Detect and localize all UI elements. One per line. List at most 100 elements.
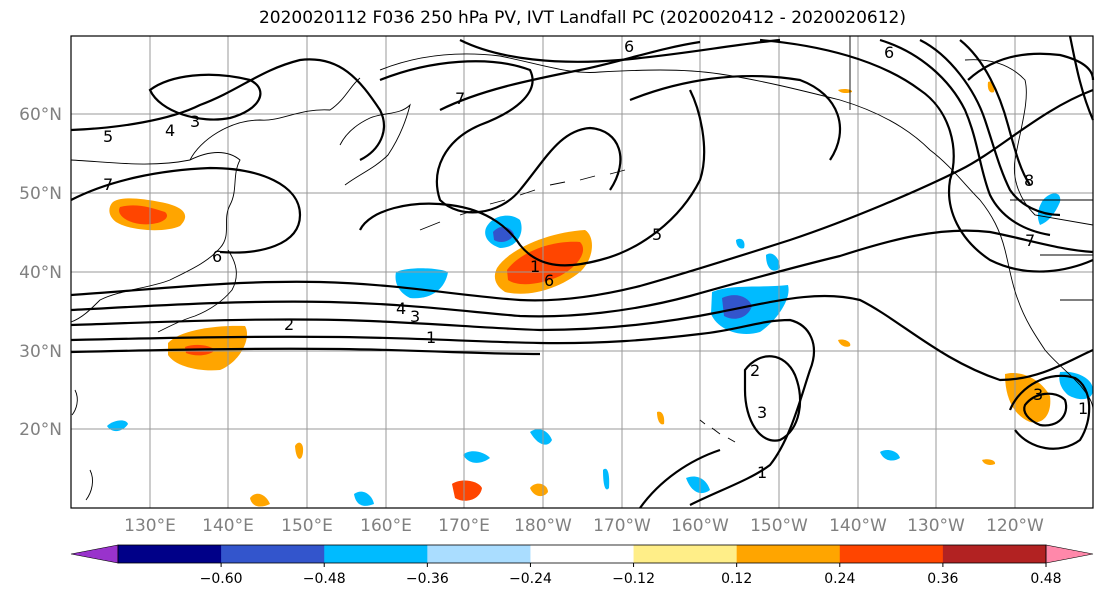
colorbar-tick-label: −0.36 <box>406 571 449 587</box>
negative-anomaly <box>354 491 374 506</box>
pv-contour <box>1023 392 1068 427</box>
longitude-labels: 130°E 140°E 150°E 160°E 170°E 180°W 170°… <box>124 516 1044 536</box>
colorbar: −0.60 −0.48 −0.36 −0.24 −0.12 0.12 0.24 0.36 0.4… <box>70 544 1094 587</box>
colorbar-tick-label: −0.60 <box>200 571 243 587</box>
pv-contour <box>70 88 1094 302</box>
colorbar-segment <box>324 545 428 563</box>
contour-label: 3 <box>757 403 767 422</box>
positive-anomaly-core <box>119 205 168 225</box>
pv-contour <box>639 448 721 509</box>
negative-anomaly <box>880 450 900 461</box>
pv-contour <box>759 38 1094 273</box>
colorbar-segment <box>427 545 531 563</box>
contour-label: 1 <box>1078 399 1088 418</box>
colorbar-segment <box>942 545 1047 563</box>
latitude-labels: 60°N 50°N 40°N 30°N 20°N <box>19 105 62 440</box>
lon-label: 160°E <box>360 516 412 536</box>
map-panel: 6 6 7 5 4 3 7 6 5 1 6 4 3 2 1 2 3 1 8 7 … <box>70 35 1095 509</box>
contour-label: 8 <box>1024 171 1034 190</box>
canada-coastline <box>964 59 1094 226</box>
alaska-coastline <box>379 53 981 201</box>
contour-label: 5 <box>103 127 113 146</box>
lon-label: 170°W <box>593 516 651 536</box>
pv-contour <box>70 347 541 356</box>
pv-contour <box>629 74 842 161</box>
negative-anomaly <box>686 476 710 494</box>
negative-anomaly <box>1059 371 1093 400</box>
contour-label: 3 <box>410 307 420 326</box>
colorbar-frame <box>117 544 1047 564</box>
lon-label: 140°E <box>202 516 254 536</box>
pv-contour <box>959 39 1031 186</box>
pv-contour <box>70 294 1094 382</box>
contour-label: 4 <box>165 121 175 140</box>
pv-contour <box>743 355 802 442</box>
colorbar-min-extension <box>70 544 119 564</box>
positive-anomaly <box>838 88 853 94</box>
contour-label: 6 <box>884 43 894 62</box>
contour-label: 2 <box>284 315 294 334</box>
pv-contour <box>70 166 302 254</box>
pv-contour <box>879 38 1051 237</box>
colorbar-tick-label: 0.48 <box>1030 571 1061 587</box>
pv-contour <box>459 38 781 63</box>
lon-label: 150°W <box>750 516 808 536</box>
contour-label: 5 <box>652 225 662 244</box>
lat-label: 60°N <box>19 105 62 125</box>
pv-contour <box>379 60 622 214</box>
negative-anomaly <box>463 451 490 463</box>
pv-contour <box>439 40 701 111</box>
lat-label: 20°N <box>19 420 62 440</box>
colorbar-ticks: −0.60 −0.48 −0.36 −0.24 −0.12 0.12 0.24 0.36 0.4… <box>200 563 1062 587</box>
contour-label: 7 <box>1025 231 1035 250</box>
japan-coastline <box>157 249 237 333</box>
negative-anomaly <box>736 238 745 249</box>
hawaii-islands <box>699 419 736 443</box>
pv-contour <box>70 332 701 345</box>
positive-anomaly <box>295 442 304 459</box>
lon-label: 120°W <box>986 516 1044 536</box>
asia-coastline <box>70 152 241 323</box>
pv-contour <box>1008 374 1091 450</box>
positive-anomaly <box>1005 372 1051 423</box>
state-borders <box>1010 199 1093 301</box>
lat-label: 30°N <box>19 342 62 362</box>
positive-anomaly <box>982 459 996 465</box>
negative-anomaly <box>107 420 128 432</box>
contour-label: 6 <box>212 247 222 266</box>
lon-label: 160°W <box>671 516 729 536</box>
contour-label: 1 <box>426 328 436 347</box>
colorbar-tick-label: −0.24 <box>509 571 552 587</box>
positive-anomaly <box>838 339 851 347</box>
lon-label: 140°W <box>829 516 887 536</box>
pv-contours <box>70 35 1095 509</box>
pv-contour <box>148 73 262 121</box>
contour-labels: 6 6 7 5 4 3 7 6 5 1 6 4 3 2 1 2 3 1 8 7 … <box>103 37 1088 482</box>
colorbar-segment <box>633 545 738 563</box>
pv-contour <box>359 89 706 267</box>
lat-label: 40°N <box>19 263 62 283</box>
lon-label: 150°E <box>281 516 333 536</box>
map-frame <box>70 35 1094 509</box>
contour-label: 3 <box>190 112 200 131</box>
sw-coastline <box>71 389 93 501</box>
coastlines <box>70 36 1094 501</box>
positive-anomaly <box>657 411 665 425</box>
positive-anomaly <box>250 493 270 507</box>
contour-label: 7 <box>103 175 113 194</box>
contour-label: 2 <box>750 361 760 380</box>
siberia-coastline <box>189 77 361 161</box>
colorbar-segment <box>736 545 841 563</box>
lat-label: 50°N <box>19 184 62 204</box>
lon-label: 180°W <box>514 516 572 536</box>
lon-label: 130°W <box>907 516 965 536</box>
colorbar-tick-label: 0.12 <box>721 571 752 587</box>
negative-anomaly <box>603 468 610 490</box>
contour-label: 7 <box>455 89 465 108</box>
contour-label: 1 <box>530 257 540 276</box>
colorbar-max-extension <box>1045 544 1094 564</box>
colorbar-segment <box>530 545 635 563</box>
colorbar-segment <box>221 545 325 563</box>
negative-anomaly <box>1037 193 1061 225</box>
